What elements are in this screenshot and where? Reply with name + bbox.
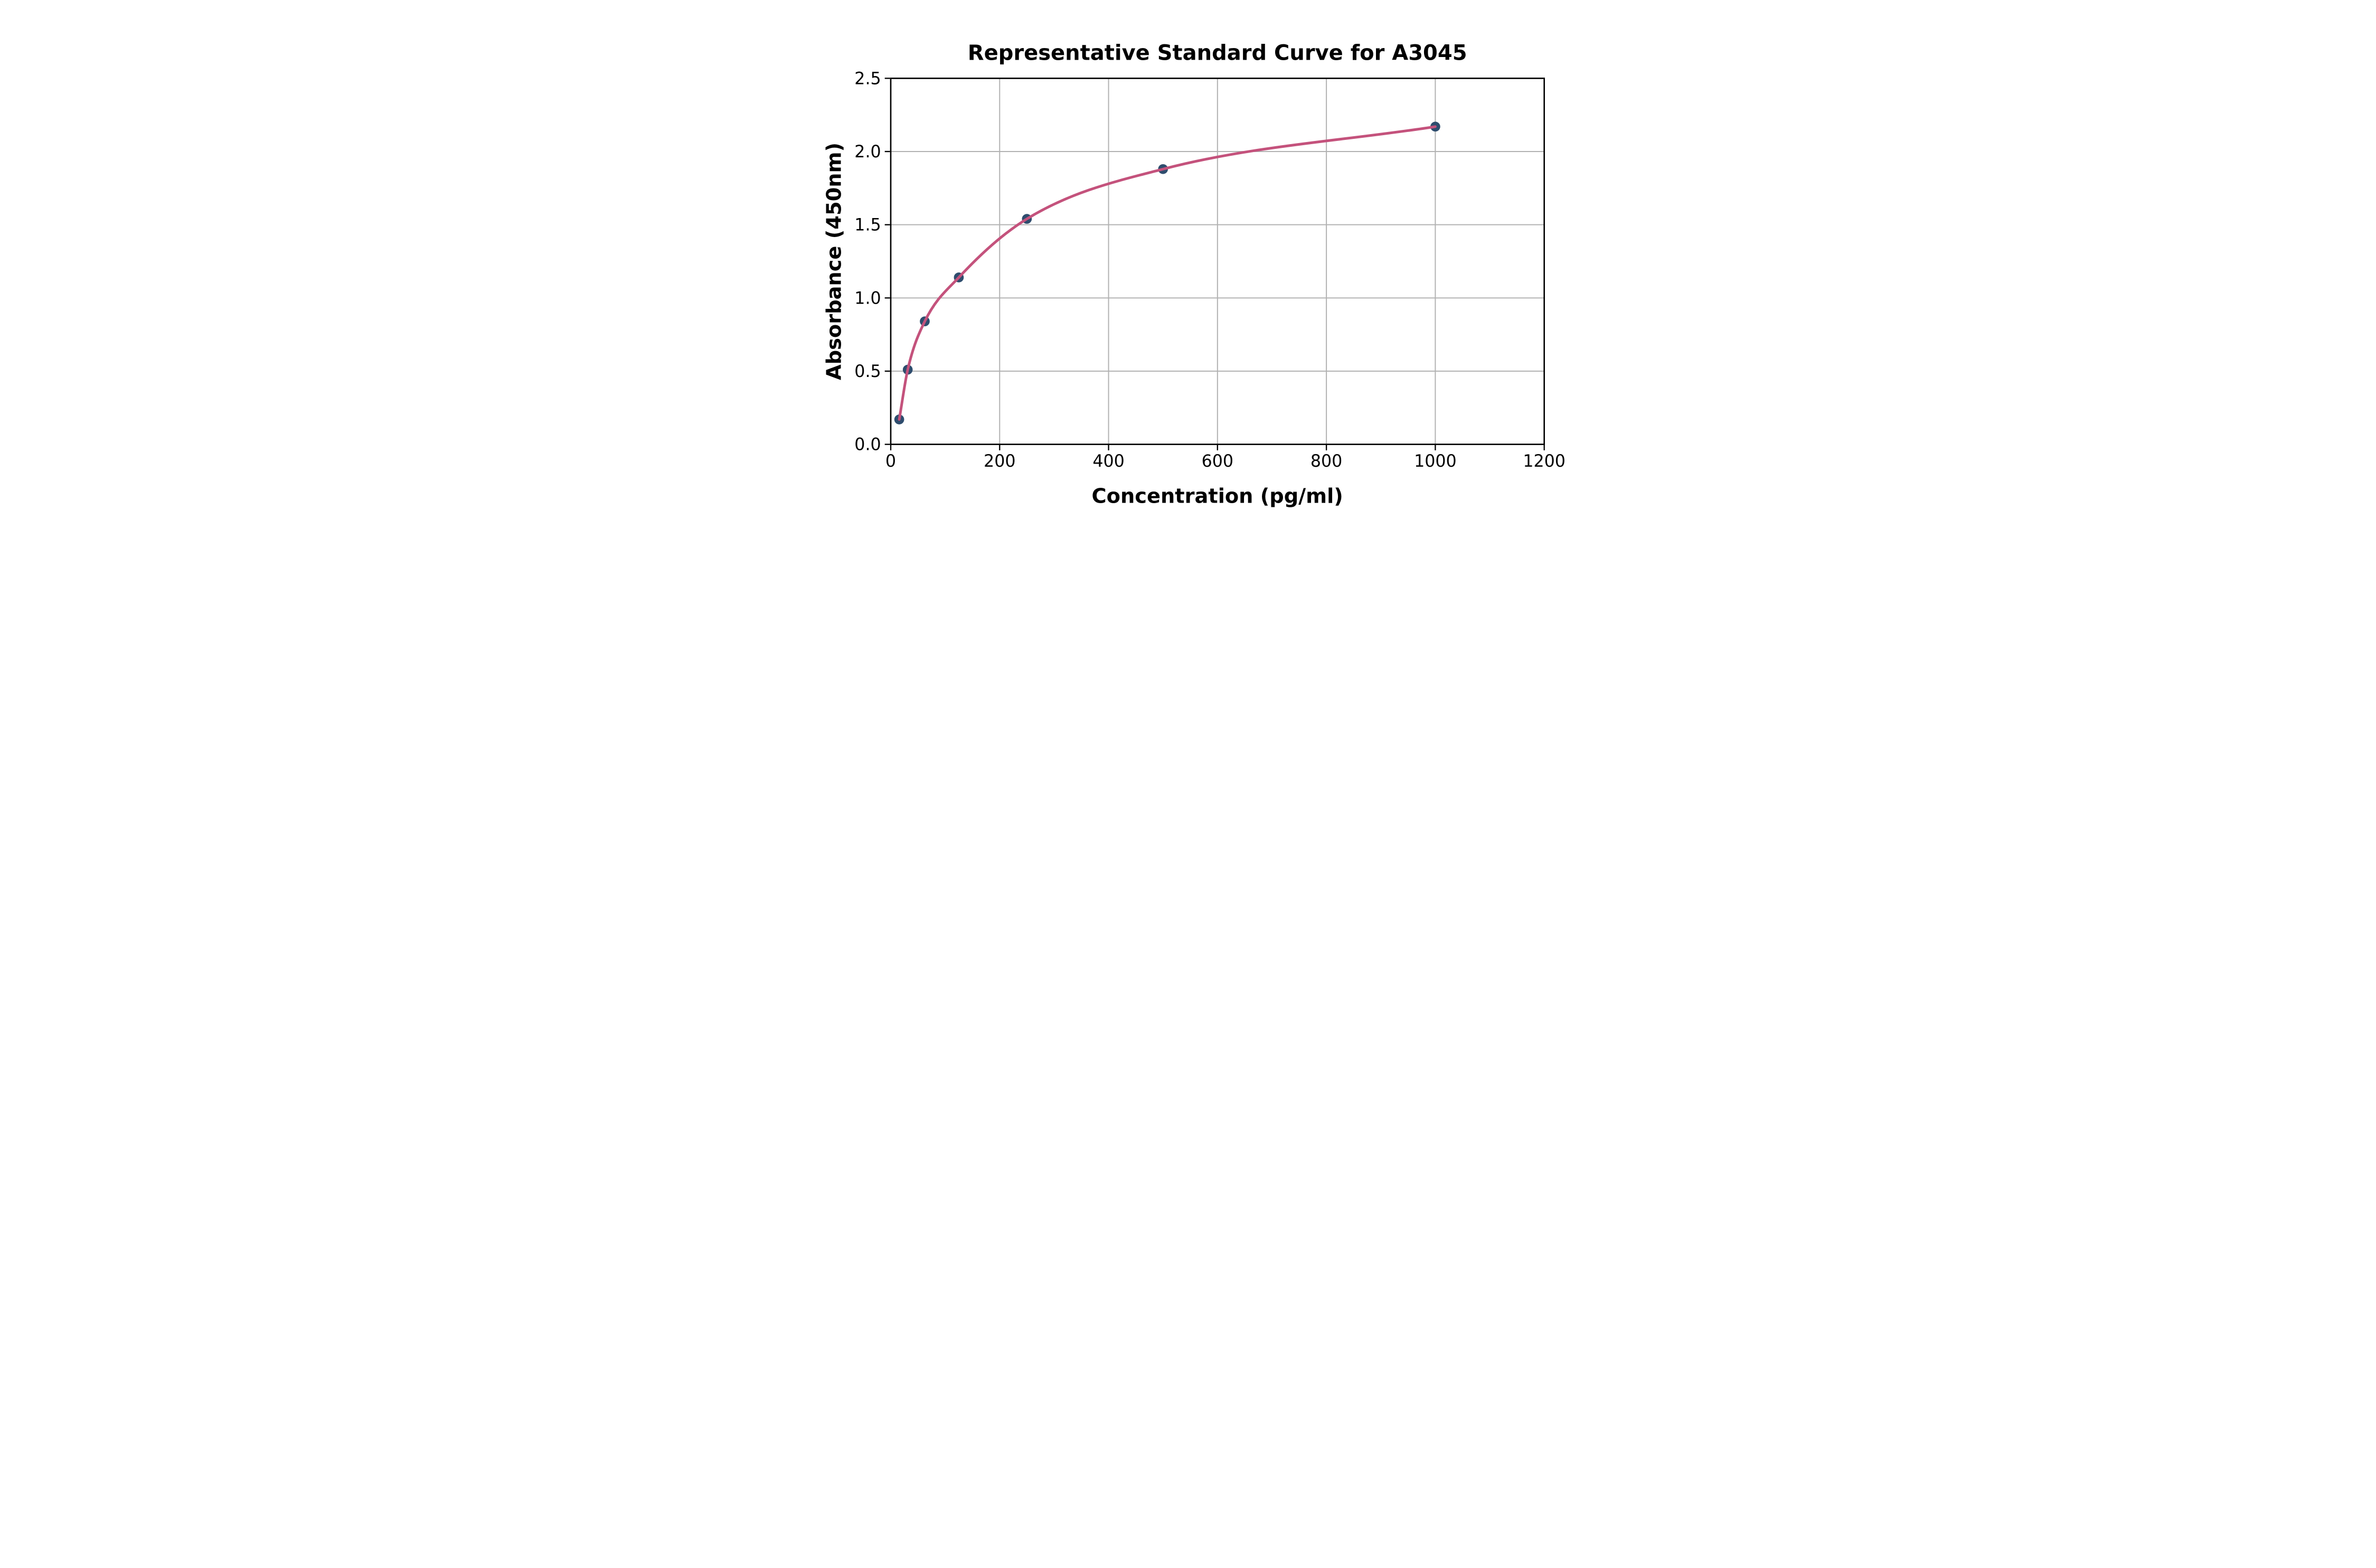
x-axis-label: Concentration (pg/ml)	[1092, 485, 1343, 508]
y-axis-label: Absorbance (450nm)	[822, 143, 846, 380]
y-tick-label: 2.5	[854, 69, 881, 88]
tick-marks	[884, 78, 1545, 450]
x-tick-label: 200	[984, 452, 1015, 471]
gridlines	[891, 78, 1544, 445]
plot-border	[890, 78, 1545, 445]
y-tick-label: 0.0	[854, 436, 881, 455]
y-tick-label: 0.5	[854, 362, 881, 381]
chart-canvas: 0 200 400 600 800 1000 12000.00.51.01.52.02.5 …	[822, 41, 1566, 508]
tick-labels: 0 200 400 600 800 1000 1200 0.0 0.5 1.0 1.5 2.0 2.5	[854, 69, 1566, 471]
y-tick-label: 1.5	[854, 216, 881, 235]
x-tick-label: 0	[885, 452, 896, 471]
y-tick-label: 2.0	[854, 143, 881, 162]
x-tick-label: 600	[1202, 452, 1233, 471]
fit-curve	[898, 125, 1437, 421]
fit-curve-path	[898, 125, 1437, 421]
axes-spines	[890, 78, 1545, 445]
x-tick-label: 400	[1092, 452, 1124, 471]
elisa-standard-curve-figure: 0 200 400 600 800 1000 1200 0.0 0.5 1.0 1.5 2.0 2.5 …	[792, 0, 1584, 523]
chart-title: Representative Standard Curve for A3045	[968, 41, 1467, 65]
y-tick-label: 1.0	[854, 289, 881, 308]
x-tick-label: 800	[1310, 452, 1342, 471]
x-tick-label: 1000	[1414, 452, 1457, 471]
x-tick-label: 1200	[1523, 452, 1566, 471]
